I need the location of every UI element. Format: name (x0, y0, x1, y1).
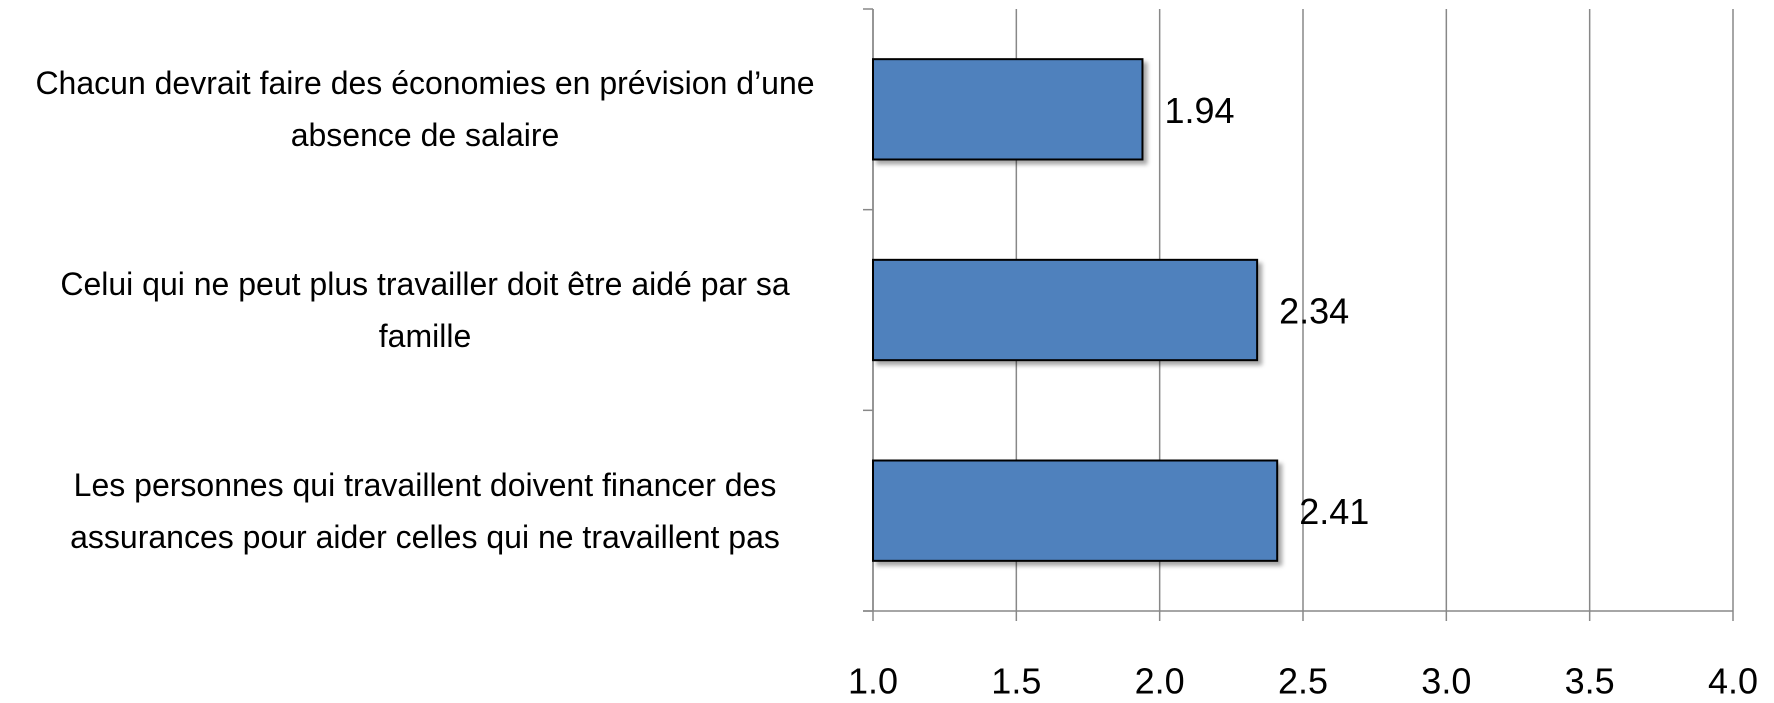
x-tick-label: 2.0 (1135, 661, 1185, 702)
bar (872, 459, 1279, 562)
category-label: Les personnes qui travaillent doivent fi… (70, 466, 780, 555)
bar (872, 258, 1259, 362)
category-label: Celui qui ne peut plus travailler doit ê… (60, 266, 790, 354)
x-tick-label: 4.0 (1708, 661, 1758, 702)
x-tick-label: 1.0 (848, 661, 898, 702)
x-tick-label: 3.5 (1565, 661, 1615, 702)
data-label: 2.41 (1299, 491, 1369, 532)
x-tick-label: 3.0 (1421, 661, 1471, 702)
x-tick-label: 2.5 (1278, 661, 1328, 702)
data-label: 2.34 (1279, 291, 1349, 332)
data-label: 1.94 (1164, 90, 1234, 131)
x-tick-label: 1.5 (991, 661, 1041, 702)
bar (872, 58, 1144, 161)
category-label: Chacun devrait faire des économies en pr… (35, 65, 815, 154)
